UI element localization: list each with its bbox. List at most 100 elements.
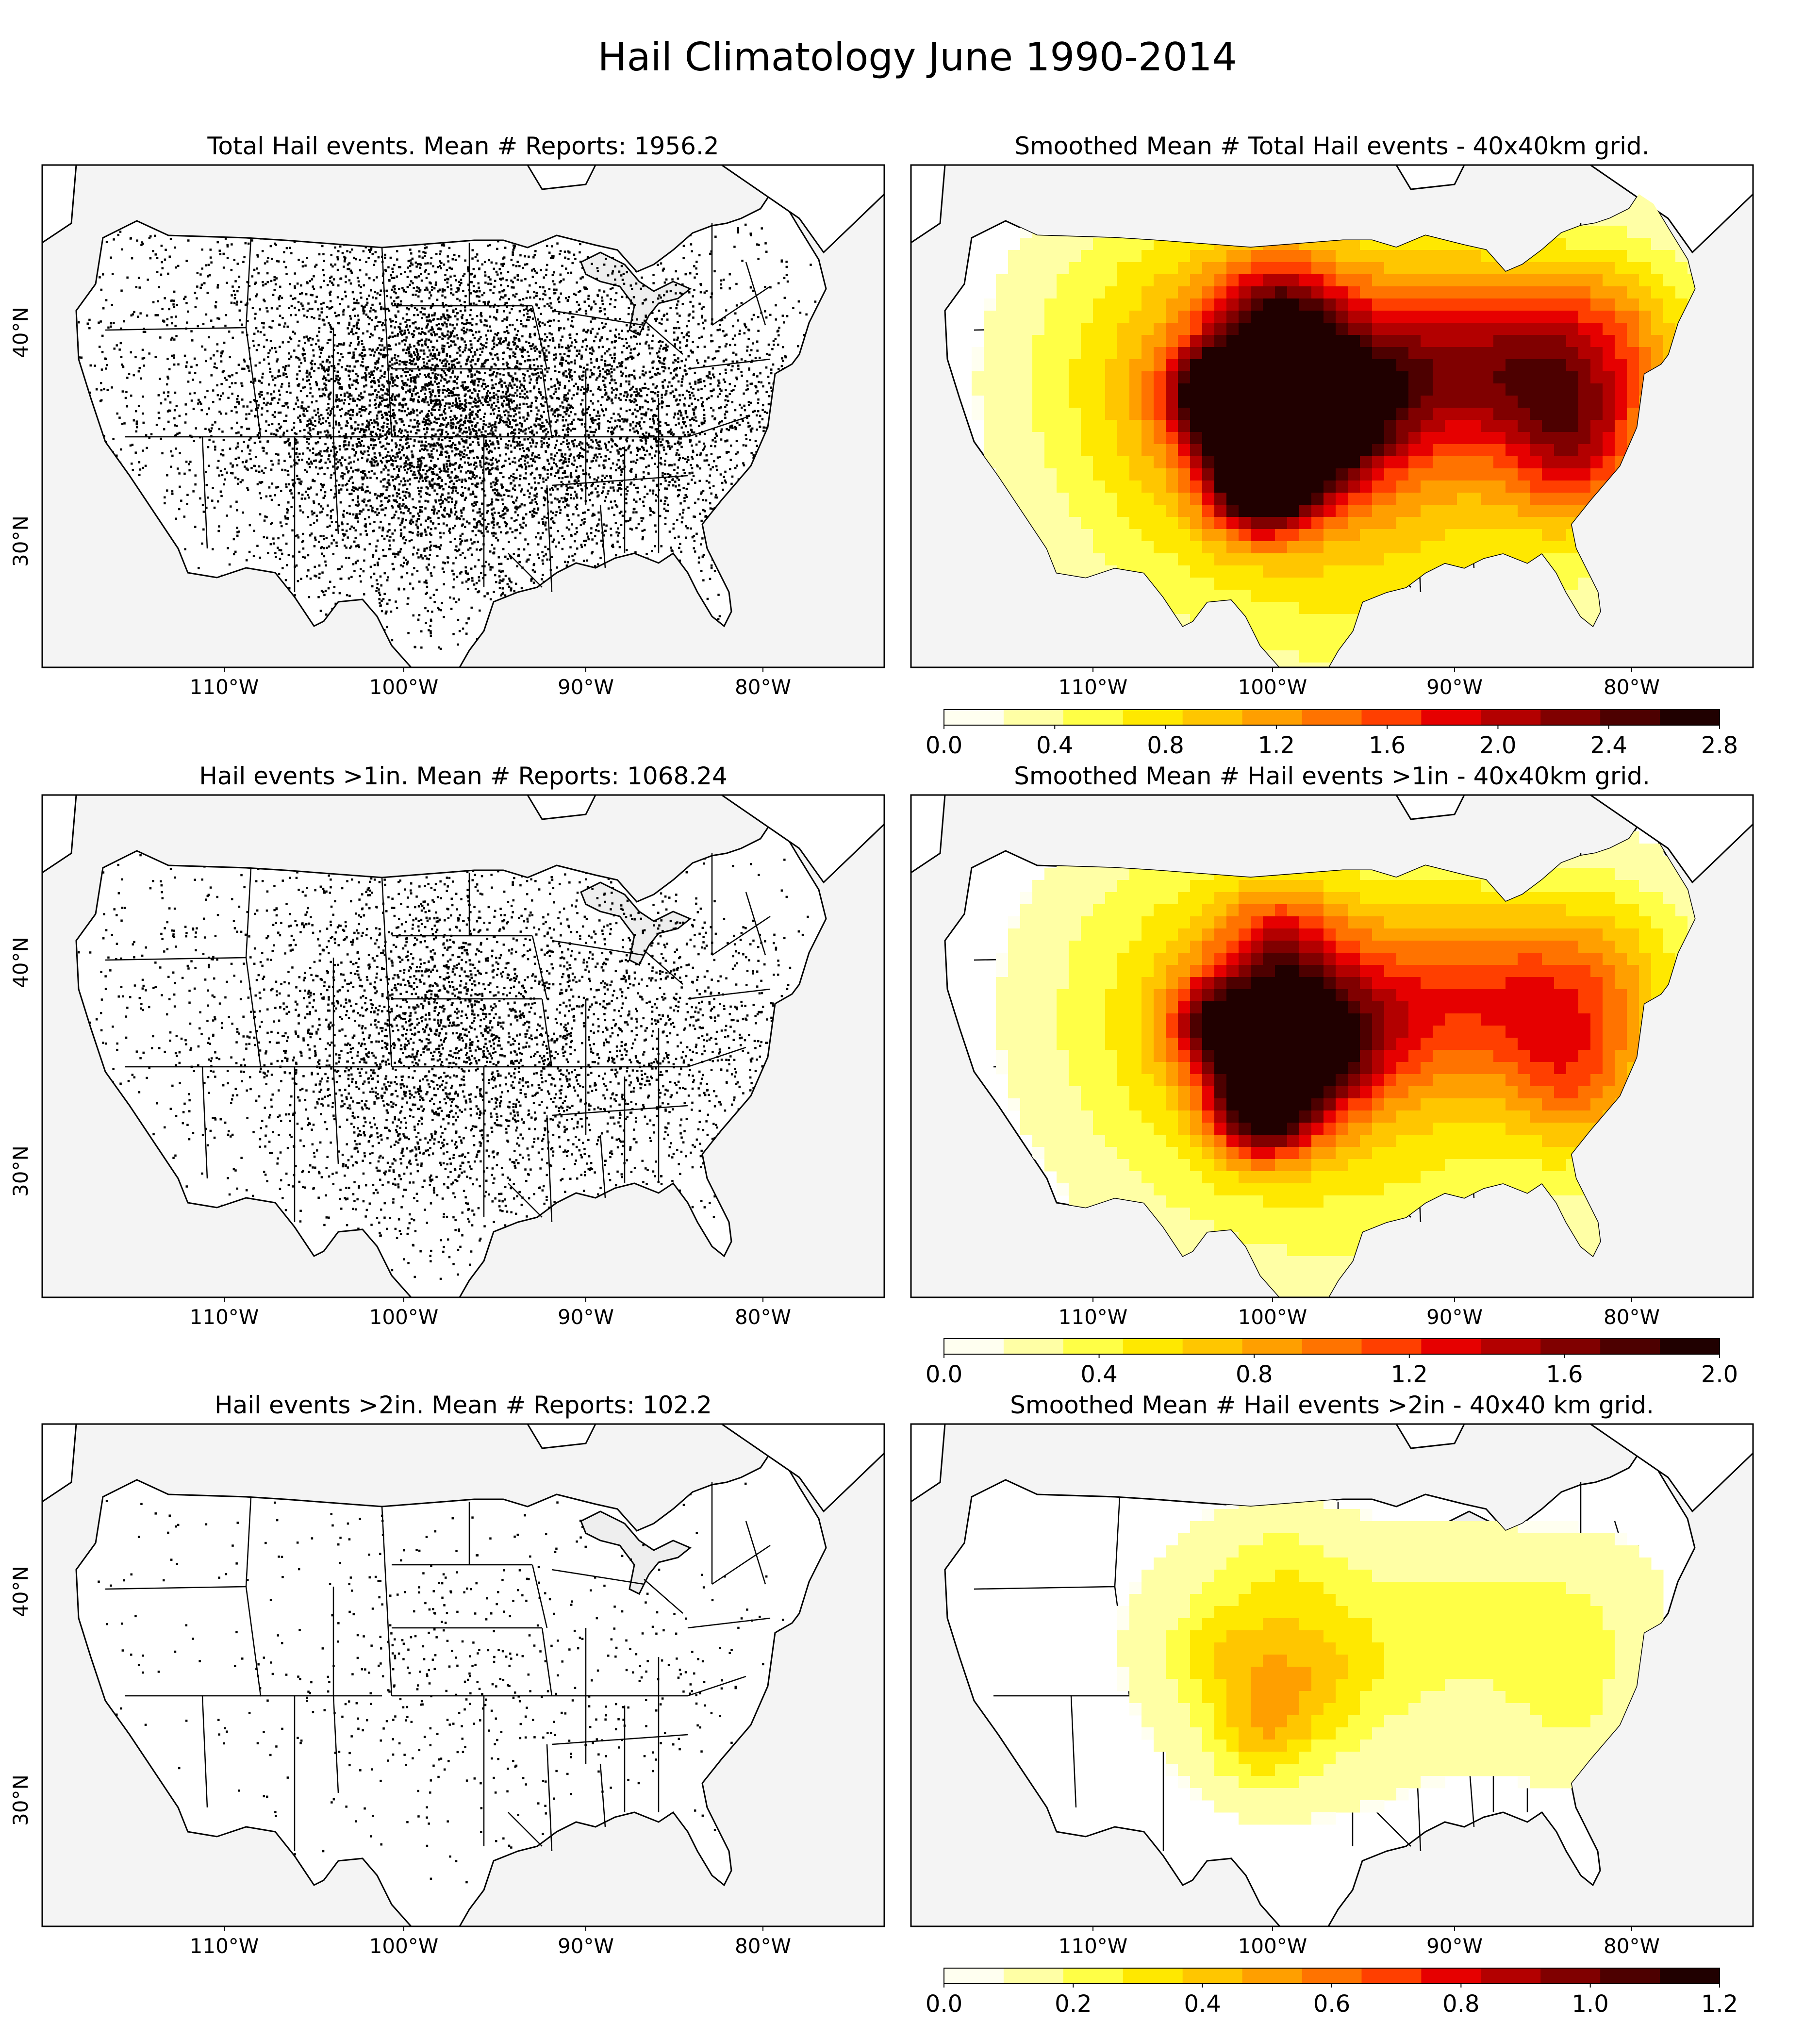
report-dot (494, 532, 497, 535)
report-dot (405, 443, 408, 445)
report-dot (308, 418, 311, 421)
report-dot (558, 500, 561, 502)
report-dot (430, 326, 433, 329)
report-dot (591, 346, 594, 349)
report-dot (752, 457, 755, 460)
report-dot (685, 389, 688, 392)
report-dot (448, 368, 451, 371)
report-dot (455, 601, 458, 603)
report-dot (699, 433, 701, 435)
report-dot (569, 404, 572, 407)
report-dot (566, 475, 569, 478)
report-dot (543, 580, 545, 583)
report-dot (486, 401, 489, 403)
report-dot (502, 358, 505, 361)
report-dot (418, 327, 420, 330)
report-dot (435, 281, 437, 284)
report-dot (736, 451, 739, 454)
report-dot (436, 358, 438, 361)
report-dot (201, 542, 203, 545)
report-dot (451, 569, 454, 572)
report-dot (376, 434, 378, 436)
report-dot (533, 481, 536, 484)
report-dot (185, 413, 187, 415)
report-dot (244, 303, 247, 306)
report-dot (315, 296, 318, 298)
report-dot (404, 429, 407, 432)
report-dot (177, 467, 179, 470)
report-dot (325, 420, 328, 423)
report-dot (174, 391, 177, 394)
report-dot (651, 366, 654, 369)
report-dot (519, 430, 522, 432)
report-dot (480, 523, 482, 526)
report-dot (612, 413, 615, 415)
report-dot (355, 301, 358, 304)
report-dot (497, 447, 500, 449)
report-dot (441, 414, 443, 416)
report-dot (467, 548, 470, 551)
report-dot (357, 336, 360, 338)
report-dot (357, 423, 360, 426)
report-dot (518, 363, 521, 365)
report-dot (581, 399, 584, 401)
report-dot (571, 378, 573, 381)
report-dot (480, 572, 482, 574)
report-dot (503, 331, 506, 333)
report-dot (242, 405, 245, 408)
report-dot (236, 442, 239, 445)
report-dot (400, 375, 403, 378)
report-dot (289, 391, 292, 394)
report-dot (667, 503, 669, 506)
report-dot (747, 421, 750, 424)
report-dot (448, 315, 450, 317)
report-dot (567, 504, 570, 507)
report-dot (602, 380, 605, 382)
report-dot (323, 538, 325, 541)
report-dot (766, 412, 769, 414)
report-dot (519, 458, 522, 460)
report-dot (551, 540, 554, 543)
report-dot (469, 408, 471, 411)
report-dot (630, 355, 633, 358)
report-dot (516, 385, 518, 388)
report-dot (137, 277, 140, 279)
report-dot (751, 427, 754, 430)
report-dot (418, 290, 421, 293)
report-dot (372, 393, 374, 396)
report-dot (542, 563, 545, 565)
report-dot (770, 390, 773, 392)
report-dot (343, 395, 346, 397)
report-dot (370, 576, 372, 579)
report-dot (361, 440, 363, 442)
report-dot (694, 550, 696, 553)
report-dot (604, 459, 607, 462)
report-dot (765, 250, 768, 253)
report-dot (330, 331, 332, 333)
report-dot (570, 534, 572, 536)
report-dot (413, 358, 415, 361)
report-dot (352, 563, 355, 565)
report-dot (375, 396, 378, 399)
report-dot (89, 364, 92, 367)
report-dot (566, 439, 568, 442)
report-dot (596, 332, 599, 335)
report-dot (709, 474, 711, 477)
report-dot (661, 438, 664, 441)
report-dot (499, 298, 501, 300)
report-dot (252, 345, 255, 347)
report-dot (582, 522, 585, 525)
report-dot (497, 240, 499, 243)
report-dot (287, 365, 290, 367)
report-dot (406, 463, 409, 466)
report-dot (424, 397, 427, 400)
report-dot (328, 355, 331, 358)
report-dot (289, 455, 292, 458)
report-dot (490, 406, 493, 409)
report-dot (694, 276, 696, 279)
report-dot (592, 422, 595, 424)
report-dot (437, 354, 440, 356)
report-dot (498, 414, 501, 417)
report-dot (217, 530, 220, 532)
report-dot (546, 476, 549, 479)
